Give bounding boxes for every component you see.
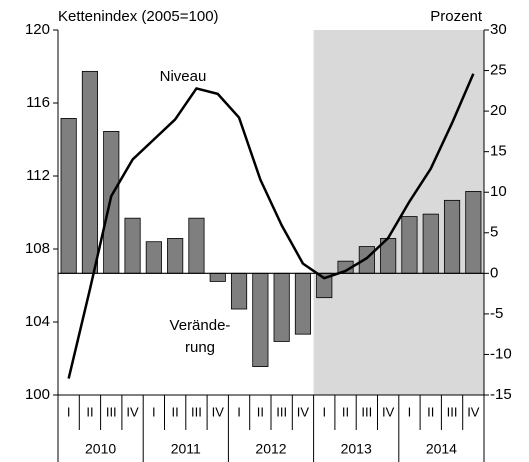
bar — [60, 118, 77, 274]
y2-tick-label: 0 — [490, 264, 498, 281]
bar — [167, 238, 184, 274]
x-tick-label: III — [276, 404, 287, 419]
x-tick-label: II — [172, 404, 179, 419]
bar — [230, 272, 248, 310]
bar — [294, 272, 312, 335]
bar — [145, 241, 162, 274]
x-tick-label: I — [408, 404, 412, 419]
y2-tick-label: -10 — [490, 345, 512, 362]
x-tick-label: II — [257, 404, 264, 419]
bar — [252, 272, 269, 368]
bar — [443, 199, 461, 274]
x-group-label: 2010 — [85, 441, 116, 457]
x-tick-label: I — [67, 404, 71, 419]
x-group-label: 2011 — [171, 441, 201, 457]
y2-tick-label: 15 — [490, 143, 507, 160]
annotation: Verände- — [170, 317, 231, 334]
x-group-label: 2014 — [426, 441, 457, 457]
y2-tick-label: 25 — [490, 62, 507, 79]
y2-tick-label: -5 — [490, 305, 503, 322]
x-group-label: 2012 — [255, 441, 286, 457]
y2-tick-label: 10 — [490, 183, 507, 200]
y-tick-label: 100 — [25, 386, 50, 403]
bar — [188, 217, 205, 274]
x-tick-label: IV — [467, 404, 480, 419]
x-tick-label: I — [152, 404, 156, 419]
y2-tick-label: 5 — [490, 224, 498, 241]
y2-tick-label: -15 — [490, 386, 512, 403]
y-tick-label: 120 — [25, 21, 50, 38]
x-tick-label: II — [342, 404, 349, 419]
x-tick-label: IV — [212, 404, 225, 419]
x-tick-label: I — [237, 404, 241, 419]
x-tick-label: III — [361, 404, 372, 419]
x-tick-label: IV — [382, 404, 395, 419]
bar — [465, 191, 482, 274]
y-tick-label: 116 — [26, 94, 50, 111]
x-tick-label: IV — [297, 404, 310, 419]
y-axis-title: Kettenindex (2005=100) — [58, 8, 219, 25]
bar — [273, 272, 290, 342]
x-tick-label: III — [191, 404, 202, 419]
y2-tick-label: 20 — [490, 102, 507, 119]
x-group-label: 2013 — [341, 441, 372, 457]
bar — [81, 70, 99, 274]
x-tick-label: II — [86, 404, 93, 419]
x-tick-label: III — [106, 404, 117, 419]
bar — [124, 217, 141, 274]
x-tick-label: I — [322, 404, 326, 419]
annotation: rung — [185, 339, 215, 356]
y2-tick-label: 30 — [490, 21, 507, 38]
x-tick-label: II — [427, 404, 434, 419]
annotation: Niveau — [160, 68, 207, 85]
bar — [422, 213, 439, 274]
bar — [209, 272, 226, 282]
line — [67, 73, 475, 379]
x-tick-label: IV — [126, 404, 139, 419]
bar — [401, 216, 418, 274]
bar — [103, 130, 120, 274]
y-tick-label: 112 — [26, 167, 50, 184]
y-tick-label: 104 — [25, 313, 50, 330]
y2-axis-title: Prozent — [430, 8, 483, 25]
x-tick-label: III — [447, 404, 458, 419]
y-tick-label: 108 — [25, 240, 50, 257]
